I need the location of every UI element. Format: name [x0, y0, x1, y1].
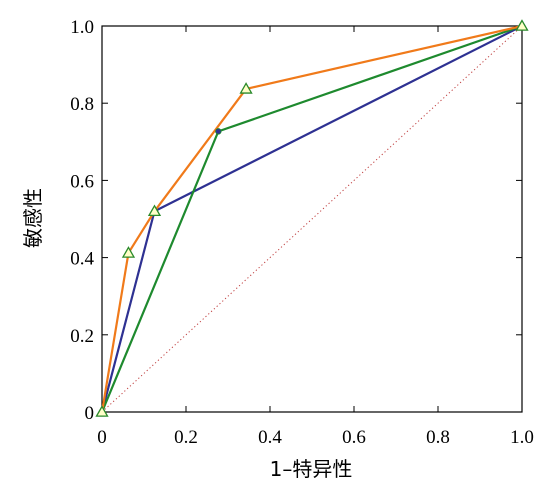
series-3-point: [147, 204, 162, 217]
y-tick-label: 0.2: [70, 326, 94, 347]
y-axis-title: 敏感性: [21, 188, 45, 248]
y-tick-label: 0.6: [70, 171, 94, 192]
series-3-point: [95, 405, 109, 417]
plot-frame: [101, 25, 523, 413]
series-3-point: [515, 19, 529, 31]
x-tick-label: 0.6: [342, 427, 366, 448]
x-tick-label: 0.2: [174, 427, 198, 448]
x-tick-label: 0: [97, 427, 107, 448]
series-3-point: [121, 246, 136, 258]
series-2-point: [215, 128, 222, 135]
x-axis-title: 1–特异性: [270, 457, 353, 481]
y-tick-label: 0: [85, 403, 95, 424]
x-tick-label: 0.4: [258, 427, 282, 448]
series-3-point: [239, 82, 253, 94]
x-tick-label: 1.0: [510, 427, 534, 448]
y-tick-label: 1.0: [70, 17, 94, 38]
y-tick-label: 0.4: [70, 249, 94, 270]
reference-diagonal: [101, 25, 523, 413]
y-tick-label: 0.8: [70, 94, 94, 115]
x-tick-label: 0.8: [426, 427, 450, 448]
